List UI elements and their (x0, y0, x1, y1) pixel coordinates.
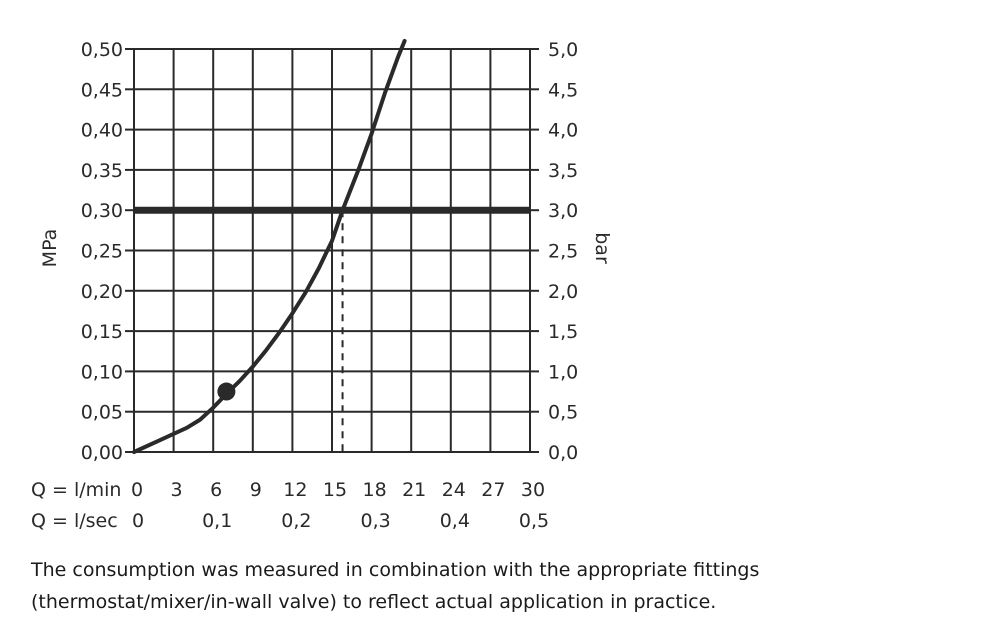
caption-text: The consumption was measured in combinat… (31, 559, 760, 613)
series-layer (132, 38, 407, 454)
x-tick-label-lmin: 30 (521, 479, 545, 501)
left-tick-label: 0,30 (81, 200, 123, 222)
reference-layer (134, 206, 530, 452)
left-tick-label: 0,35 (81, 160, 123, 182)
grid (133, 48, 531, 453)
x-tick-label-lmin: 18 (363, 479, 387, 501)
left-tick-label: 0,00 (81, 442, 123, 464)
left-tick-label: 0,05 (81, 402, 123, 424)
x-tick-label-lsec: 0,3 (360, 510, 390, 532)
right-tick-label: 0,0 (548, 442, 578, 464)
x-tick-label-lsec: 0,1 (202, 510, 232, 532)
left-tick-label: 0,40 (81, 120, 123, 142)
pressure-flow-chart: MPa bar Q = l/min Q = l/sec 0,000,050,10… (31, 38, 613, 532)
x-tick-label-lmin: 15 (323, 479, 347, 501)
x-tick-label-lmin: 27 (481, 479, 505, 501)
x-tick-label-lmin: 6 (210, 479, 222, 501)
x-tick-label-lsec: 0,2 (281, 510, 311, 532)
right-tick-label: 1,0 (548, 361, 578, 383)
left-axis-title: MPa (39, 229, 61, 268)
left-tick-label: 0,50 (81, 39, 123, 61)
right-tick-label: 5,0 (548, 39, 578, 61)
x-tick-label-lmin: 0 (131, 479, 143, 501)
left-tick-label: 0,45 (81, 79, 123, 101)
right-tick-label: 4,0 (548, 120, 578, 142)
right-tick-label: 3,0 (548, 200, 578, 222)
right-axis-title: bar (591, 232, 613, 264)
right-tick-label: 0,5 (548, 402, 578, 424)
x-axis-row1-prefix: Q = l/min (31, 479, 121, 501)
x-tick-label-lsec: 0,4 (440, 510, 470, 532)
data-point-marker (217, 382, 236, 401)
right-tick-label: 1,5 (548, 321, 578, 343)
left-tick-label: 0,20 (81, 281, 123, 303)
x-tick-label-lmin: 24 (442, 479, 466, 501)
series-line (132, 38, 407, 454)
x-tick-label-lmin: 21 (402, 479, 426, 501)
left-tick-label: 0,10 (81, 361, 123, 383)
x-tick-label-lsec: 0 (132, 510, 144, 532)
right-tick-label: 3,5 (548, 160, 578, 182)
axis-ticks: 0,000,050,100,150,200,250,300,350,400,45… (81, 39, 579, 532)
x-tick-label-lsec: 0,5 (519, 510, 549, 532)
left-tick-label: 0,25 (81, 241, 123, 263)
x-tick-label-lmin: 9 (250, 479, 262, 501)
right-tick-label: 4,5 (548, 79, 578, 101)
x-tick-label-lmin: 12 (283, 479, 307, 501)
right-tick-label: 2,0 (548, 281, 578, 303)
left-tick-label: 0,15 (81, 321, 123, 343)
x-axis-row2-prefix: Q = l/sec (31, 510, 118, 532)
x-tick-label-lmin: 3 (171, 479, 183, 501)
right-tick-label: 2,5 (548, 241, 578, 263)
